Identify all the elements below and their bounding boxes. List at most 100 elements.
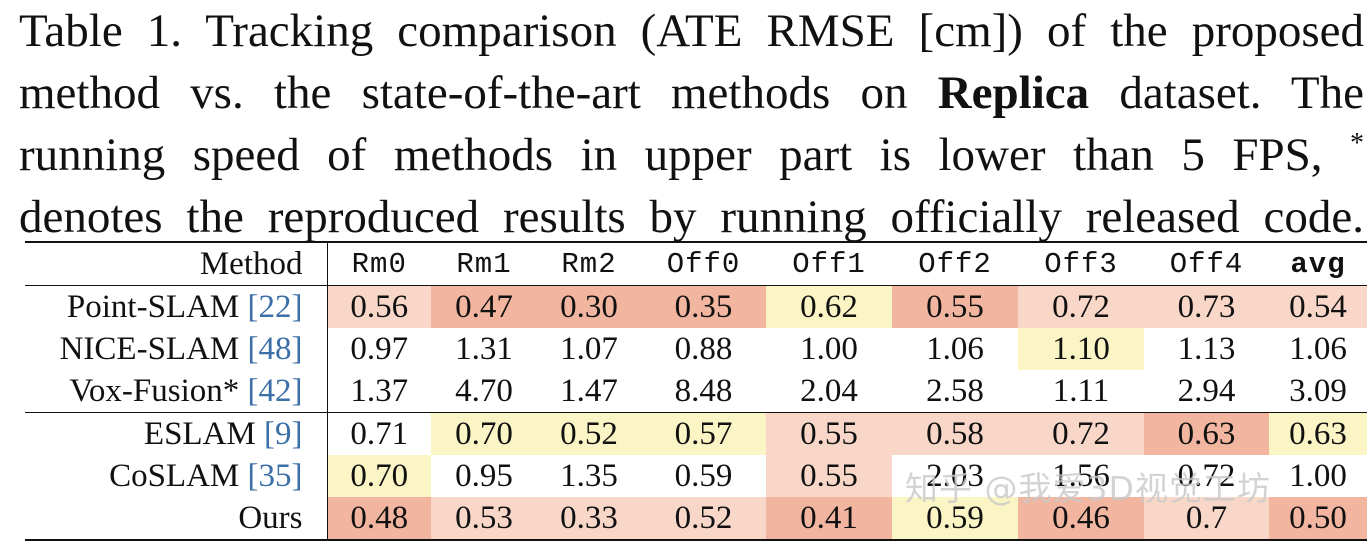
value-cell: 1.00 bbox=[800, 330, 858, 367]
caption-line-3: running speed of methods in upper part i… bbox=[19, 124, 1364, 186]
table-row-vox-fusion: Vox-Fusion* [42] 1.37 4.70 1.47 8.48 2.0… bbox=[25, 370, 1367, 413]
value-cell: 0.46 bbox=[1018, 497, 1144, 541]
citation-link[interactable]: [22] bbox=[247, 288, 303, 325]
method-name: Point-SLAM bbox=[66, 288, 248, 325]
value-cell: 2.94 bbox=[1177, 372, 1236, 409]
column-header-off1: Off1 bbox=[766, 241, 892, 286]
caption-line-1: Table 1. Tracking comparison (ATE RMSE [… bbox=[19, 5, 1364, 57]
value-cell: 8.48 bbox=[674, 372, 733, 409]
value-cell: 0.48 bbox=[327, 497, 431, 541]
caption-asterisk: * bbox=[1350, 128, 1364, 159]
caption-line-2-pre: method vs. the state-of-the-art methods … bbox=[19, 67, 938, 119]
value-cell: 1.06 bbox=[926, 330, 984, 367]
value-cell: 0.57 bbox=[641, 412, 766, 455]
table-row-nice-slam: NICE-SLAM [48] 0.97 1.31 1.07 0.88 1.00 … bbox=[25, 328, 1367, 370]
value-cell: 0.58 bbox=[892, 412, 1018, 455]
value-cell: 0.30 bbox=[537, 285, 641, 328]
value-cell: 0.72 bbox=[1177, 457, 1236, 494]
value-cell: 1.07 bbox=[560, 330, 618, 367]
value-cell: 3.09 bbox=[1289, 372, 1347, 409]
value-cell: 0.62 bbox=[766, 285, 892, 328]
column-header-off0: Off0 bbox=[641, 241, 766, 286]
value-cell: 0.54 bbox=[1269, 285, 1367, 328]
value-cell: 0.72 bbox=[1018, 412, 1144, 455]
value-cell: 1.11 bbox=[1052, 372, 1110, 409]
caption-line-2-post: dataset. The bbox=[1089, 67, 1364, 119]
value-cell: 0.70 bbox=[327, 455, 431, 497]
table-row-ours: Ours 0.48 0.53 0.33 0.52 0.41 0.59 0.46 … bbox=[25, 497, 1367, 541]
citation-link[interactable]: [9] bbox=[264, 415, 303, 452]
value-cell: 0.88 bbox=[674, 330, 733, 367]
caption-dataset-name: Replica bbox=[937, 67, 1090, 119]
results-table: Method Rm0 Rm1 Rm2 Off0 Off1 Off2 Off3 O… bbox=[25, 241, 1367, 541]
caption-line-2: method vs. the state-of-the-art methods … bbox=[19, 62, 1364, 124]
value-cell: 0.52 bbox=[641, 497, 766, 541]
table-row-point-slam: Point-SLAM [22] 0.56 0.47 0.30 0.35 0.62… bbox=[25, 285, 1367, 328]
value-cell: 2.04 bbox=[800, 372, 858, 409]
caption-line-3-text: running speed of methods in upper part i… bbox=[19, 129, 1350, 181]
value-cell: 0.55 bbox=[766, 412, 892, 455]
value-cell: 1.13 bbox=[1177, 330, 1236, 367]
value-cell: 0.33 bbox=[537, 497, 641, 541]
value-cell: 1.56 bbox=[1052, 457, 1110, 494]
method-name: Ours bbox=[238, 499, 303, 536]
value-cell: 0.55 bbox=[892, 285, 1018, 328]
column-header-rm1: Rm1 bbox=[431, 241, 537, 286]
value-cell: 2.03 bbox=[926, 457, 984, 494]
value-cell: 1.47 bbox=[560, 372, 618, 409]
method-cell: ESLAM [9] bbox=[25, 412, 328, 455]
table-row-eslam: ESLAM [9] 0.71 0.70 0.52 0.57 0.55 0.58 … bbox=[25, 412, 1367, 455]
column-header-off2: Off2 bbox=[892, 241, 1018, 286]
value-cell: 0.97 bbox=[350, 330, 409, 367]
value-cell: 2.58 bbox=[926, 372, 984, 409]
column-header-off4: Off4 bbox=[1144, 241, 1269, 286]
value-cell: 0.50 bbox=[1269, 497, 1367, 541]
value-cell: 1.37 bbox=[350, 372, 409, 409]
value-cell: 1.10 bbox=[1018, 328, 1144, 370]
value-cell: 0.63 bbox=[1269, 412, 1367, 455]
method-name: ESLAM bbox=[143, 415, 265, 452]
method-name: NICE-SLAM bbox=[59, 330, 248, 367]
method-header: Method bbox=[25, 241, 328, 286]
table-caption: Table 1. Tracking comparison (ATE RMSE [… bbox=[19, 0, 1364, 248]
method-cell: Ours bbox=[25, 497, 328, 541]
value-cell: 4.70 bbox=[455, 372, 513, 409]
value-cell: 0.72 bbox=[1018, 285, 1144, 328]
value-cell: 0.47 bbox=[431, 285, 537, 328]
value-cell: 0.70 bbox=[431, 412, 537, 455]
citation-link[interactable]: [42] bbox=[247, 372, 303, 409]
value-cell: 0.59 bbox=[892, 497, 1018, 541]
value-cell: 0.41 bbox=[766, 497, 892, 541]
value-cell: 0.55 bbox=[766, 455, 892, 497]
watermark: 知乎 @我爱3D视觉工坊 bbox=[905, 469, 1271, 508]
method-cell: NICE-SLAM [48] bbox=[25, 328, 328, 370]
value-cell: 1.31 bbox=[455, 330, 513, 367]
value-cell: 0.63 bbox=[1144, 412, 1269, 455]
value-cell: 0.7 bbox=[1144, 497, 1269, 541]
value-cell: 0.59 bbox=[674, 457, 733, 494]
value-cell: 0.53 bbox=[431, 497, 537, 541]
method-cell: Point-SLAM [22] bbox=[25, 285, 328, 328]
column-header-rm0: Rm0 bbox=[327, 241, 431, 286]
header-row: Method Rm0 Rm1 Rm2 Off0 Off1 Off2 Off3 O… bbox=[25, 241, 1367, 286]
value-cell: 0.56 bbox=[327, 285, 431, 328]
citation-link[interactable]: [48] bbox=[247, 330, 303, 367]
method-name: Vox-Fusion* bbox=[69, 372, 248, 409]
table-row-coslam: CoSLAM [35] 0.70 0.95 1.35 0.59 0.55 2.0… bbox=[25, 455, 1367, 497]
value-cell: 0.35 bbox=[641, 285, 766, 328]
value-cell: 1.35 bbox=[560, 457, 618, 494]
value-cell: 0.71 bbox=[327, 412, 431, 455]
value-cell: 1.00 bbox=[1289, 457, 1347, 494]
value-cell: 1.06 bbox=[1289, 330, 1347, 367]
citation-link[interactable]: [35] bbox=[247, 457, 303, 494]
value-cell: 0.95 bbox=[455, 457, 513, 494]
method-cell: CoSLAM [35] bbox=[25, 455, 328, 497]
column-header-rm2: Rm2 bbox=[537, 241, 641, 286]
column-header-avg: avg bbox=[1269, 241, 1367, 286]
method-cell: Vox-Fusion* [42] bbox=[25, 370, 328, 413]
value-cell: 0.73 bbox=[1144, 285, 1269, 328]
caption-line-4: denotes the reproduced results by runnin… bbox=[19, 191, 1364, 243]
column-header-off3: Off3 bbox=[1018, 241, 1144, 286]
value-cell: 0.52 bbox=[537, 412, 641, 455]
method-name: CoSLAM bbox=[109, 457, 248, 494]
